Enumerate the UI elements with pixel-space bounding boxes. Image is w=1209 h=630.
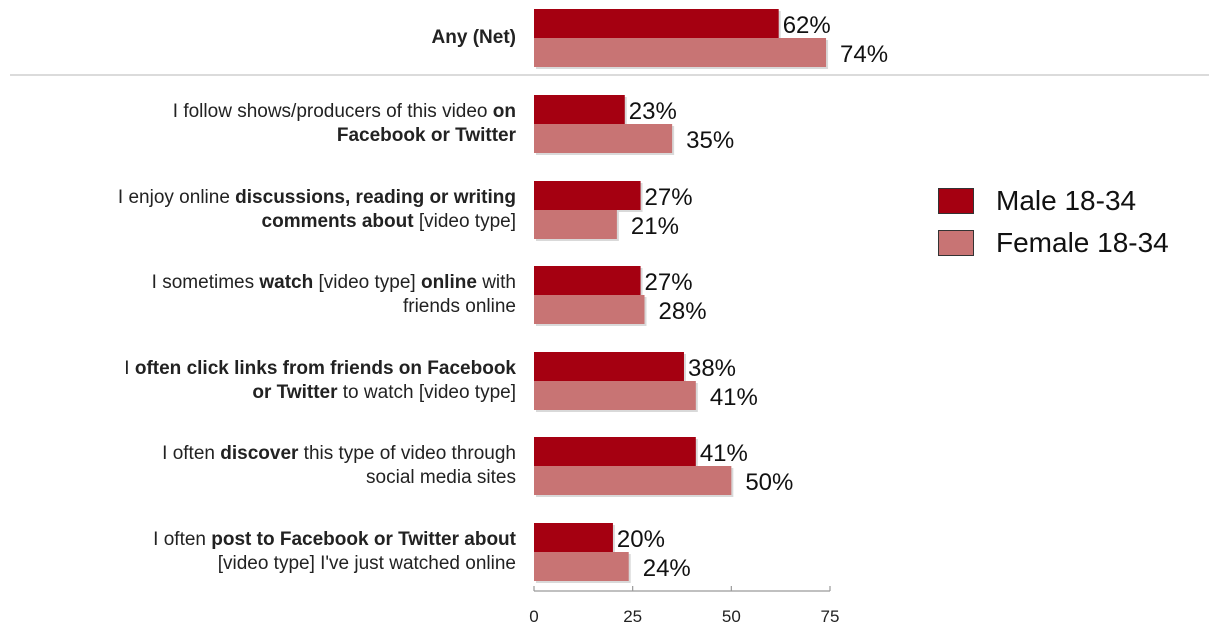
legend-swatch-male: [938, 188, 974, 214]
data-label: 38%: [688, 355, 736, 382]
bar-female: [534, 38, 827, 67]
bar-male: [534, 523, 613, 552]
data-label: 27%: [645, 269, 693, 296]
data-label: 41%: [700, 440, 748, 467]
x-tick-label: 0: [529, 607, 538, 626]
category-label: I often post to Facebook or Twitter abou…: [153, 529, 516, 574]
data-label: 74%: [840, 41, 888, 68]
bar-female: [534, 295, 645, 324]
bar-male: [534, 437, 696, 466]
category-label: I enjoy online discussions, reading or w…: [117, 187, 516, 232]
bar-male: [534, 9, 779, 38]
category-label: I sometimes watch [video type] online wi…: [151, 272, 516, 317]
legend-item-male: Male 18-34: [938, 180, 1169, 222]
bar-male: [534, 266, 641, 295]
legend-label-female: Female 18-34: [996, 227, 1169, 258]
bar-female: [534, 381, 696, 410]
bar-female: [534, 124, 673, 153]
bar-male: [534, 352, 684, 381]
x-tick-label: 75: [821, 607, 840, 626]
legend-swatch-female: [938, 230, 974, 256]
data-label: 41%: [710, 384, 758, 411]
category-label: Any (Net): [431, 27, 516, 48]
category-label: I often discover this type of video thro…: [162, 443, 516, 488]
x-tick-label: 25: [623, 607, 642, 626]
bar-male: [534, 181, 641, 210]
legend-label-male: Male 18-34: [996, 185, 1137, 216]
legend: Male 18-34 Female 18-34: [938, 180, 1169, 264]
bar-female: [534, 466, 732, 495]
data-label: 23%: [629, 98, 677, 125]
data-label: 24%: [643, 555, 691, 582]
data-label: 62%: [783, 12, 831, 39]
data-label: 50%: [745, 469, 793, 496]
data-label: 28%: [659, 298, 707, 325]
legend-item-female: Female 18-34: [938, 222, 1169, 264]
data-label: 27%: [645, 184, 693, 211]
data-label: 35%: [686, 127, 734, 154]
bar-female: [534, 210, 617, 239]
data-label: 21%: [631, 213, 679, 240]
x-tick-label: 50: [722, 607, 741, 626]
data-label: 20%: [617, 526, 665, 553]
bar-female: [534, 552, 629, 581]
category-label: I often click links from friends on Face…: [124, 358, 516, 403]
bar-male: [534, 95, 625, 124]
category-label: I follow shows/producers of this video o…: [172, 101, 516, 146]
